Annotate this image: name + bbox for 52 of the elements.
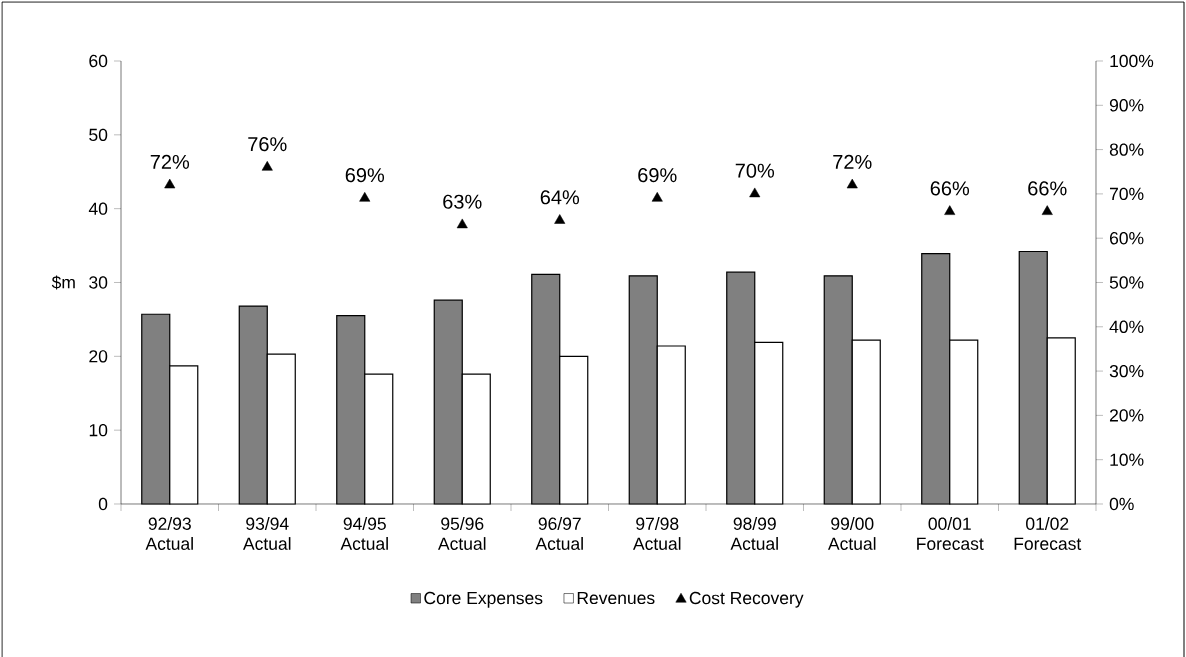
y2-tick-label: 30% bbox=[1109, 364, 1144, 378]
x-tick-label: 99/00 Actual bbox=[827, 517, 876, 550]
data-label: 66% bbox=[1028, 181, 1067, 196]
legend-label: Core Expenses bbox=[424, 591, 543, 608]
y-tick-label: 60 bbox=[89, 54, 108, 68]
y-tick-label: 20 bbox=[89, 350, 108, 363]
point bbox=[944, 205, 956, 215]
point bbox=[846, 178, 858, 189]
y2-tick-label: 60% bbox=[1109, 232, 1144, 245]
point bbox=[261, 161, 273, 171]
data-label: 66% bbox=[930, 181, 970, 196]
y-tick-label: 40 bbox=[88, 202, 108, 215]
x-tick-label: 94/95 Actual bbox=[340, 517, 388, 550]
y2-tick-label: 0% bbox=[1109, 497, 1134, 511]
x-tick-label: 00/01 Forecast bbox=[917, 517, 984, 550]
y-tick-label: 50 bbox=[89, 128, 108, 142]
legend-label: Revenues bbox=[577, 591, 655, 605]
x-tick-label: 95/96 Actual bbox=[437, 517, 486, 550]
point bbox=[749, 187, 761, 198]
y-axis-title: $m bbox=[51, 275, 75, 290]
point bbox=[359, 192, 371, 202]
point bbox=[651, 192, 663, 202]
y2-tick-label: 80% bbox=[1109, 143, 1144, 156]
data-label: 70% bbox=[735, 163, 775, 178]
point bbox=[164, 178, 176, 189]
x-tick-label: 97/98 Actual bbox=[632, 517, 681, 550]
y2-tick-label: 70% bbox=[1109, 187, 1144, 201]
x-tick-label: 96/97 Actual bbox=[535, 517, 583, 550]
point bbox=[554, 214, 566, 224]
y2-tick-label: 20% bbox=[1109, 409, 1144, 422]
data-label: 72% bbox=[150, 154, 190, 169]
data-label: 76% bbox=[248, 137, 287, 152]
legend-label: Cost Recovery bbox=[689, 591, 804, 608]
x-tick-label: 01/02 Forecast bbox=[1014, 517, 1082, 550]
x-tick-label: 98/99 Actual bbox=[730, 517, 778, 550]
y2-tick-label: 10% bbox=[1110, 453, 1144, 466]
data-label: 72% bbox=[833, 154, 872, 169]
y2-tick-label: 40% bbox=[1109, 320, 1144, 333]
data-label: 69% bbox=[638, 168, 677, 183]
y2-tick-label: 100% bbox=[1110, 54, 1154, 68]
data-label: 69% bbox=[345, 168, 385, 183]
data-label: 63% bbox=[443, 194, 482, 209]
point bbox=[456, 218, 468, 229]
y-tick-label: 0 bbox=[98, 497, 108, 511]
y2-tick-label: 90% bbox=[1109, 99, 1144, 112]
y-tick-label: 10 bbox=[89, 423, 108, 437]
x-tick-label: 92/93 Actual bbox=[145, 517, 193, 550]
point bbox=[1041, 205, 1053, 215]
x-tick-label: 93/94 Actual bbox=[242, 517, 291, 550]
y-tick-label: 30 bbox=[89, 276, 108, 289]
y2-tick-label: 50% bbox=[1109, 276, 1144, 289]
data-label: 64% bbox=[540, 190, 580, 205]
